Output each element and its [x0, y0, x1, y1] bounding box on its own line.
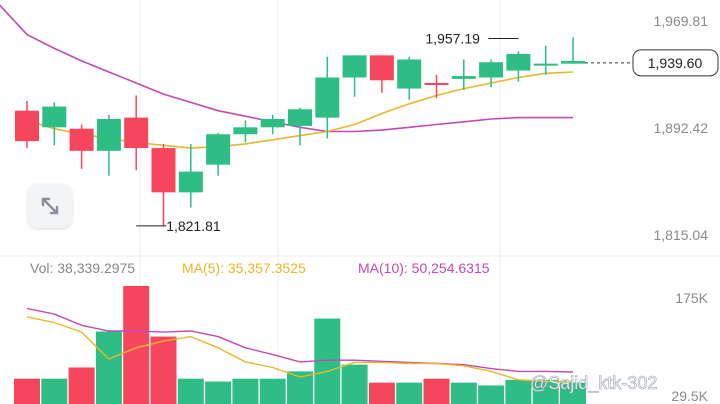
volume-ma10-label: MA(10): 50,254.6315 [358, 260, 490, 276]
volume-tick-label: 175K [675, 290, 708, 306]
candle-body [533, 63, 558, 66]
volume-bar [205, 381, 232, 404]
candle-body [315, 77, 340, 118]
volume-bar [396, 382, 423, 404]
price-tick-label: 1,969.81 [654, 13, 709, 29]
candle-body [151, 148, 176, 193]
price-tick-label: 1,892.42 [654, 120, 709, 136]
high-annotation: 1,957.19 [425, 30, 480, 46]
volume-bars [14, 286, 586, 404]
volume-bar [532, 379, 559, 404]
candle-body [561, 60, 585, 64]
volume-bar [259, 378, 286, 404]
price-axis: 1,969.81 1,892.42 1,815.04 [654, 13, 709, 243]
candle-body [342, 55, 367, 78]
candle-body [479, 62, 504, 78]
volume-bar [560, 382, 586, 404]
candle-body [288, 109, 312, 126]
volume-ma10-line [26, 307, 574, 373]
current-price-label: 1,939.60 [648, 55, 703, 71]
candle-body [15, 110, 39, 142]
volume-bar [423, 378, 450, 404]
volume-tick-label: 29.5K [671, 388, 708, 404]
volume-label: Vol: 38,339.2975 [30, 260, 135, 276]
volume-ma5-line [26, 316, 573, 383]
volume-legend: Vol: 38,339.2975 MA(5): 35,357.3525 MA(1… [30, 260, 490, 276]
current-price-marker: 1,939.60 [585, 49, 719, 77]
price-annotations: 1,957.19 1,821.81 [136, 30, 519, 234]
volume-bar [505, 379, 532, 404]
candle-body [369, 55, 394, 81]
candle-body [260, 119, 285, 128]
volume-bar [150, 336, 177, 404]
volume-bar [68, 367, 95, 404]
volume-bar [450, 382, 477, 404]
current-price-tag [632, 49, 719, 77]
expand-button[interactable] [28, 184, 72, 228]
price-tick-label: 1,815.04 [654, 227, 709, 243]
volume-bar [341, 364, 368, 404]
candle-body [124, 117, 149, 149]
volume-bar [232, 378, 259, 404]
candle-body [451, 76, 476, 79]
candle-body [206, 134, 231, 165]
candles [15, 37, 585, 226]
volume-bar [14, 378, 40, 404]
volume-bar [41, 378, 68, 404]
volume-bar [368, 382, 395, 404]
volume-ma-lines [26, 307, 574, 383]
volume-bar [177, 378, 204, 404]
volume-ma5-label: MA(5): 35,357.3525 [182, 260, 306, 276]
volume-axis: 175K 29.5K [671, 290, 708, 404]
expand-arrows-icon [41, 197, 59, 215]
volume-bar [95, 331, 122, 404]
candle-body [424, 83, 449, 86]
candle-body [233, 127, 258, 135]
candle-body [178, 171, 203, 193]
volume-bar [478, 385, 505, 404]
candle-body [96, 119, 121, 151]
candle-body [506, 53, 531, 71]
low-annotation: 1,821.81 [166, 218, 221, 234]
candle-body [42, 106, 67, 128]
candle-body [397, 59, 422, 89]
candle-body [69, 128, 94, 151]
watermark: @Sajid_ktk-302 [530, 373, 657, 394]
ma10-line [0, 4, 573, 133]
